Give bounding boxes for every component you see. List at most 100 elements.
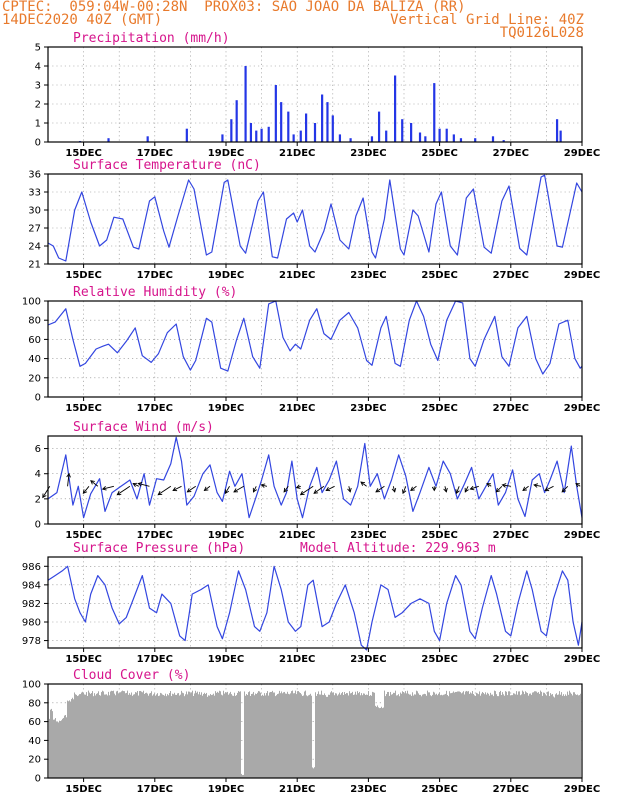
wind-arrow bbox=[102, 485, 114, 490]
panel-title: Surface Pressure (hPa) bbox=[73, 541, 245, 556]
cloud-bar bbox=[114, 693, 115, 778]
cloud-bar bbox=[367, 694, 368, 778]
wind-arrow-head bbox=[522, 486, 528, 492]
cloud-bar bbox=[210, 694, 211, 778]
cloud-bar bbox=[183, 693, 184, 778]
cloud-bar bbox=[68, 701, 69, 778]
cloud-bar bbox=[194, 693, 195, 778]
wind-arrow-head bbox=[533, 483, 539, 488]
cloud-bar bbox=[371, 695, 372, 778]
cloud-bar bbox=[354, 694, 355, 778]
wind-arrow-head bbox=[157, 490, 163, 496]
cloud-bar bbox=[580, 693, 581, 778]
cloud-bar bbox=[342, 691, 343, 778]
cloud-bar bbox=[443, 694, 444, 778]
wind-arrow-head bbox=[66, 472, 71, 478]
cloud-bar bbox=[99, 695, 100, 778]
cloud-bar bbox=[312, 767, 313, 778]
precip-bar bbox=[349, 138, 352, 142]
cloud-bar bbox=[307, 696, 308, 778]
cloud-bar bbox=[369, 696, 370, 778]
cloud-bar bbox=[223, 690, 224, 778]
wind-arrow-head bbox=[283, 487, 288, 493]
x-tick-label: 21DEC bbox=[279, 403, 315, 414]
cloud-bar bbox=[195, 690, 196, 778]
cloud-bar bbox=[375, 705, 376, 778]
cloud-bar bbox=[90, 693, 91, 778]
cloud-bar bbox=[387, 691, 388, 778]
cloud-bar bbox=[179, 695, 180, 778]
y-tick-label: 40 bbox=[28, 736, 41, 747]
y-tick-label: 6 bbox=[35, 444, 41, 455]
cloud-bar bbox=[419, 694, 420, 778]
cloud-bar bbox=[283, 692, 284, 778]
cloud-bar bbox=[390, 691, 391, 778]
cloud-bar bbox=[147, 693, 148, 778]
precip-bar bbox=[433, 83, 436, 142]
wind-arrow bbox=[300, 485, 314, 496]
cloud-bar bbox=[495, 691, 496, 778]
cloud-bar bbox=[217, 691, 218, 778]
cloud-bar bbox=[564, 696, 565, 778]
cloud-bar bbox=[186, 691, 187, 778]
cloud-bar bbox=[176, 694, 177, 778]
wind-arrow-head bbox=[325, 486, 331, 492]
cloud-bar bbox=[118, 693, 119, 778]
panel-0: 0 1 2 3 4 5 15DEC 17DEC 19DEC 21DEC 23DEC 25DEC 27DE… bbox=[35, 31, 601, 159]
x-tick-label: 25DEC bbox=[421, 654, 457, 665]
cloud-bar bbox=[274, 692, 275, 778]
cloud-bar bbox=[104, 694, 105, 778]
cloud-bar bbox=[100, 695, 101, 778]
cloud-bar bbox=[524, 694, 525, 778]
cloud-bar bbox=[221, 694, 222, 778]
cloud-bar bbox=[277, 694, 278, 778]
cloud-bar bbox=[197, 691, 198, 778]
cloud-bar bbox=[507, 695, 508, 778]
wind-arrow-head bbox=[575, 482, 581, 488]
cloud-bar bbox=[325, 695, 326, 778]
precip-bar bbox=[244, 66, 247, 142]
cloud-bar bbox=[544, 692, 545, 778]
precip-bar bbox=[424, 136, 427, 142]
precip-bar bbox=[385, 130, 388, 142]
cloud-bar bbox=[478, 694, 479, 778]
cloud-bar bbox=[124, 691, 125, 778]
cloud-bar bbox=[326, 696, 327, 778]
cloud-bar bbox=[185, 694, 186, 778]
wind-arrow-head bbox=[431, 486, 437, 492]
cloud-bar bbox=[315, 692, 316, 778]
cloud-bar bbox=[284, 691, 285, 778]
cloud-bar bbox=[72, 697, 73, 778]
cloud-bar bbox=[302, 695, 303, 778]
cloud-bar bbox=[242, 775, 243, 778]
y-tick-label: 0 bbox=[35, 393, 41, 404]
cloud-bar bbox=[402, 691, 403, 778]
cloud-bar bbox=[128, 694, 129, 778]
cloud-bar bbox=[301, 694, 302, 778]
cloud-bar bbox=[413, 695, 414, 778]
precip-bar bbox=[146, 136, 149, 142]
wind-arrow-head bbox=[252, 487, 258, 493]
cloud-bar bbox=[240, 691, 241, 778]
cloud-bar bbox=[304, 691, 305, 778]
x-tick-label: 29DEC bbox=[564, 530, 600, 541]
cloud-bar bbox=[135, 692, 136, 778]
cloud-bar bbox=[438, 693, 439, 778]
precip-bar bbox=[452, 134, 455, 142]
cloud-bar bbox=[479, 691, 480, 778]
cloud-bar bbox=[272, 690, 273, 778]
wind-arrow-head bbox=[172, 486, 178, 492]
cloud-bar bbox=[287, 691, 288, 778]
cloud-bar bbox=[517, 694, 518, 778]
cloud-bar bbox=[376, 706, 377, 778]
cloud-bar bbox=[79, 694, 80, 778]
x-tick-label: 17DEC bbox=[137, 148, 173, 159]
cloud-bar bbox=[127, 690, 128, 778]
cloud-bar bbox=[575, 694, 576, 778]
cloud-bar bbox=[265, 695, 266, 778]
cloud-bar bbox=[535, 691, 536, 778]
cloud-bar bbox=[543, 692, 544, 778]
cloud-bar bbox=[410, 694, 411, 778]
y-tick-label: 4 bbox=[35, 469, 41, 480]
cloud-bar bbox=[476, 692, 477, 778]
